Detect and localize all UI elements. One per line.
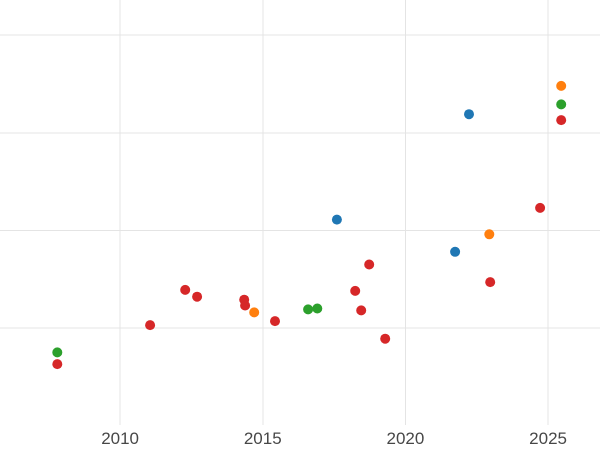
data-point-red-series <box>270 316 280 327</box>
x-tick-label: 2020 <box>387 429 425 448</box>
data-point-red-series <box>145 320 156 331</box>
x-tick-label: 2015 <box>244 429 282 448</box>
data-point-red-series <box>52 359 63 370</box>
data-point-red-series <box>192 291 203 302</box>
data-point-orange-series <box>484 229 495 240</box>
data-point-red-series <box>350 285 361 296</box>
data-point-orange-series <box>556 80 567 91</box>
data-point-red-series <box>356 305 367 316</box>
data-point-blue-series <box>331 214 342 225</box>
x-tick-label: 2025 <box>529 429 567 448</box>
data-point-red-series <box>380 333 391 344</box>
data-point-blue-series <box>450 246 461 257</box>
data-point-red-series <box>180 284 191 295</box>
data-point-green-series <box>556 99 567 110</box>
data-point-green-series <box>312 303 323 314</box>
data-point-red-series <box>240 300 251 311</box>
data-point-orange-series <box>249 307 260 318</box>
data-point-blue-series <box>464 109 474 120</box>
data-point-red-series <box>485 277 496 288</box>
data-point-red-series <box>364 259 375 270</box>
data-point-red-series <box>556 115 567 126</box>
data-point-green-series <box>52 347 63 358</box>
data-point-red-series <box>535 202 546 213</box>
data-point-green-series <box>303 304 314 315</box>
x-tick-label: 2010 <box>101 429 139 448</box>
